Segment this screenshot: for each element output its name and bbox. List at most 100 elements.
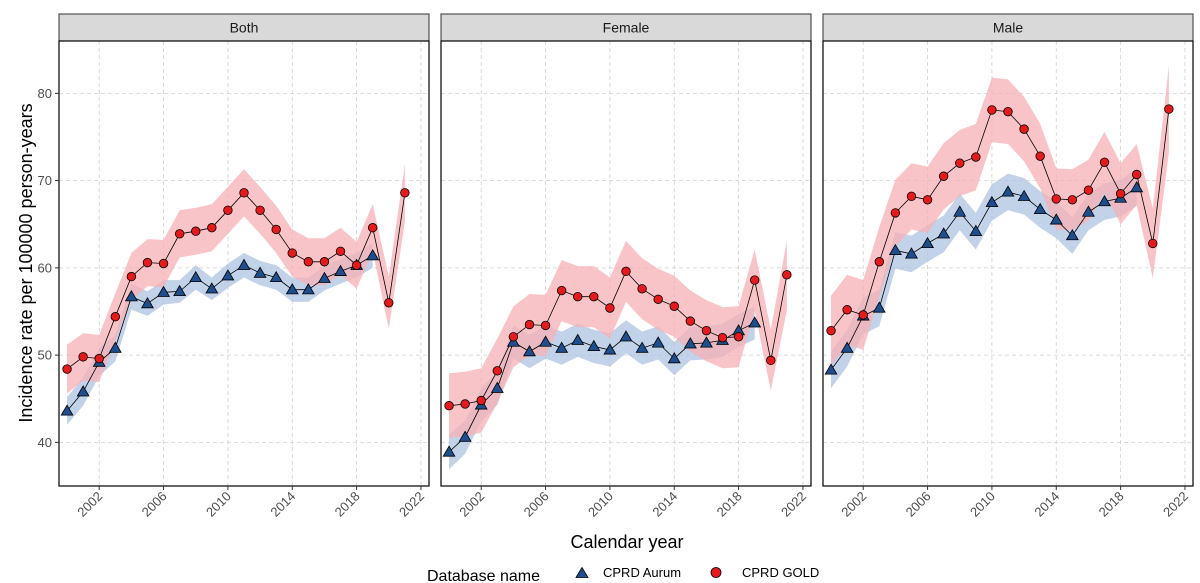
gold-data-point bbox=[1051, 194, 1061, 204]
facet-strip bbox=[58, 13, 430, 42]
gold-data-point bbox=[890, 208, 901, 218]
aurum-data-point bbox=[555, 341, 569, 353]
aurum-data-point bbox=[189, 270, 203, 283]
x-tick-label: 2014 bbox=[1031, 489, 1062, 520]
x-tick-label: 2006 bbox=[903, 489, 934, 520]
x-tick-label: 2018 bbox=[332, 489, 363, 520]
gold-data-point bbox=[110, 312, 121, 322]
aurum-data-point bbox=[872, 301, 886, 313]
aurum-data-point bbox=[269, 270, 283, 283]
legend: Database name CPRD Aurum CPRD GOLD bbox=[427, 565, 819, 583]
x-tick-label: 2006 bbox=[139, 489, 170, 520]
gold-data-point bbox=[239, 188, 249, 198]
gold-data-point bbox=[826, 325, 836, 336]
aurum-data-point bbox=[522, 345, 536, 357]
facet-strip-label: Male bbox=[993, 20, 1024, 36]
gold-data-point bbox=[540, 320, 551, 331]
gold-data-point bbox=[669, 301, 679, 311]
gold-data-point bbox=[460, 399, 470, 409]
gold-data-point bbox=[271, 224, 281, 235]
x-tick-label: 2022 bbox=[1160, 489, 1191, 520]
legend-entry-aurum: CPRD Aurum bbox=[575, 565, 681, 580]
gold-data-point bbox=[637, 284, 647, 294]
x-tick-label: 2002 bbox=[74, 489, 105, 520]
gold-data-point bbox=[207, 223, 217, 233]
gold-data-point bbox=[717, 332, 728, 343]
gold-data-point bbox=[1083, 185, 1094, 195]
gold-series-line bbox=[448, 270, 788, 407]
gold-data-point bbox=[524, 319, 535, 330]
aurum-data-point bbox=[221, 269, 235, 281]
aurum-data-point bbox=[205, 282, 219, 294]
gold-data-point bbox=[605, 303, 615, 313]
gold-data-point bbox=[589, 291, 599, 302]
legend-label-aurum: CPRD Aurum bbox=[603, 565, 681, 580]
gold-data-point bbox=[287, 248, 297, 258]
gold-series-line bbox=[66, 192, 406, 370]
x-tick-label: 2010 bbox=[967, 489, 998, 520]
aurum-data-point bbox=[651, 336, 665, 348]
gold-data-point bbox=[335, 246, 346, 256]
aurum-data-point bbox=[108, 341, 122, 353]
aurum-data-point bbox=[157, 285, 171, 297]
legend-title: Database name bbox=[427, 568, 540, 583]
aurum-data-point bbox=[635, 341, 649, 353]
gold-data-point bbox=[955, 158, 965, 168]
gold-data-point bbox=[1003, 106, 1013, 117]
gold-data-point bbox=[1164, 104, 1174, 114]
gold-data-point bbox=[191, 226, 201, 236]
aurum-data-point bbox=[285, 283, 299, 295]
gold-data-point bbox=[1148, 238, 1158, 249]
y-tick-label: 60 bbox=[38, 260, 52, 275]
panels: Both 2002 2006 2010 2014 2018 2022 40 50 60 70 80 Fe… bbox=[38, 13, 1194, 520]
aurum-data-point bbox=[237, 258, 251, 270]
gold-data-point bbox=[1067, 195, 1078, 205]
aurum-data-point bbox=[683, 337, 697, 349]
aurum-data-point bbox=[1130, 180, 1144, 193]
x-tick-label: 2010 bbox=[585, 489, 616, 520]
aurum-data-point bbox=[1065, 228, 1079, 241]
panel-female: Female 2002 2006 2010 2014 2018 2022 bbox=[440, 13, 812, 520]
gold-data-point bbox=[842, 305, 852, 315]
legend-triangle-icon bbox=[575, 566, 589, 578]
gold-data-point bbox=[1035, 151, 1045, 161]
x-tick-label: 2002 bbox=[456, 489, 487, 520]
aurum-data-point bbox=[969, 224, 983, 236]
gold-data-point bbox=[573, 291, 583, 302]
gold-data-point bbox=[508, 332, 519, 342]
gold-data-point bbox=[1099, 157, 1110, 167]
x-axis-title: Calendar year bbox=[570, 532, 683, 552]
x-tick-label: 2006 bbox=[521, 489, 552, 520]
aurum-data-point bbox=[1081, 205, 1095, 217]
aurum-data-point bbox=[76, 385, 90, 397]
gold-data-point bbox=[303, 257, 314, 267]
aurum-data-point bbox=[124, 290, 138, 302]
aurum-data-point bbox=[619, 330, 633, 342]
gold-data-point bbox=[367, 223, 378, 233]
gold-data-point bbox=[223, 205, 233, 215]
y-tick-label: 80 bbox=[38, 86, 52, 101]
gold-data-point bbox=[255, 205, 265, 215]
gold-data-point bbox=[938, 171, 949, 181]
aurum-data-point bbox=[1017, 189, 1031, 201]
y-tick-label: 70 bbox=[38, 173, 52, 188]
gold-data-point bbox=[987, 105, 997, 115]
gold-data-point bbox=[749, 275, 760, 285]
aurum-data-point bbox=[1098, 194, 1112, 207]
aurum-data-point bbox=[840, 341, 854, 353]
gold-data-point bbox=[158, 258, 169, 269]
gold-data-point bbox=[971, 152, 981, 162]
aurum-data-point bbox=[317, 271, 331, 283]
x-tick-label: 2018 bbox=[714, 489, 745, 520]
aurum-data-point bbox=[539, 335, 553, 347]
gold-data-point bbox=[906, 191, 917, 202]
aurum-data-point bbox=[888, 243, 902, 256]
aurum-data-point bbox=[490, 381, 504, 393]
x-tick-label: 2022 bbox=[396, 489, 427, 520]
gold-data-point bbox=[351, 260, 362, 270]
aurum-data-point bbox=[699, 336, 713, 348]
gold-data-point bbox=[444, 401, 454, 411]
gold-data-point bbox=[1019, 124, 1029, 134]
aurum-data-point bbox=[442, 445, 456, 457]
gold-data-point bbox=[922, 195, 933, 205]
